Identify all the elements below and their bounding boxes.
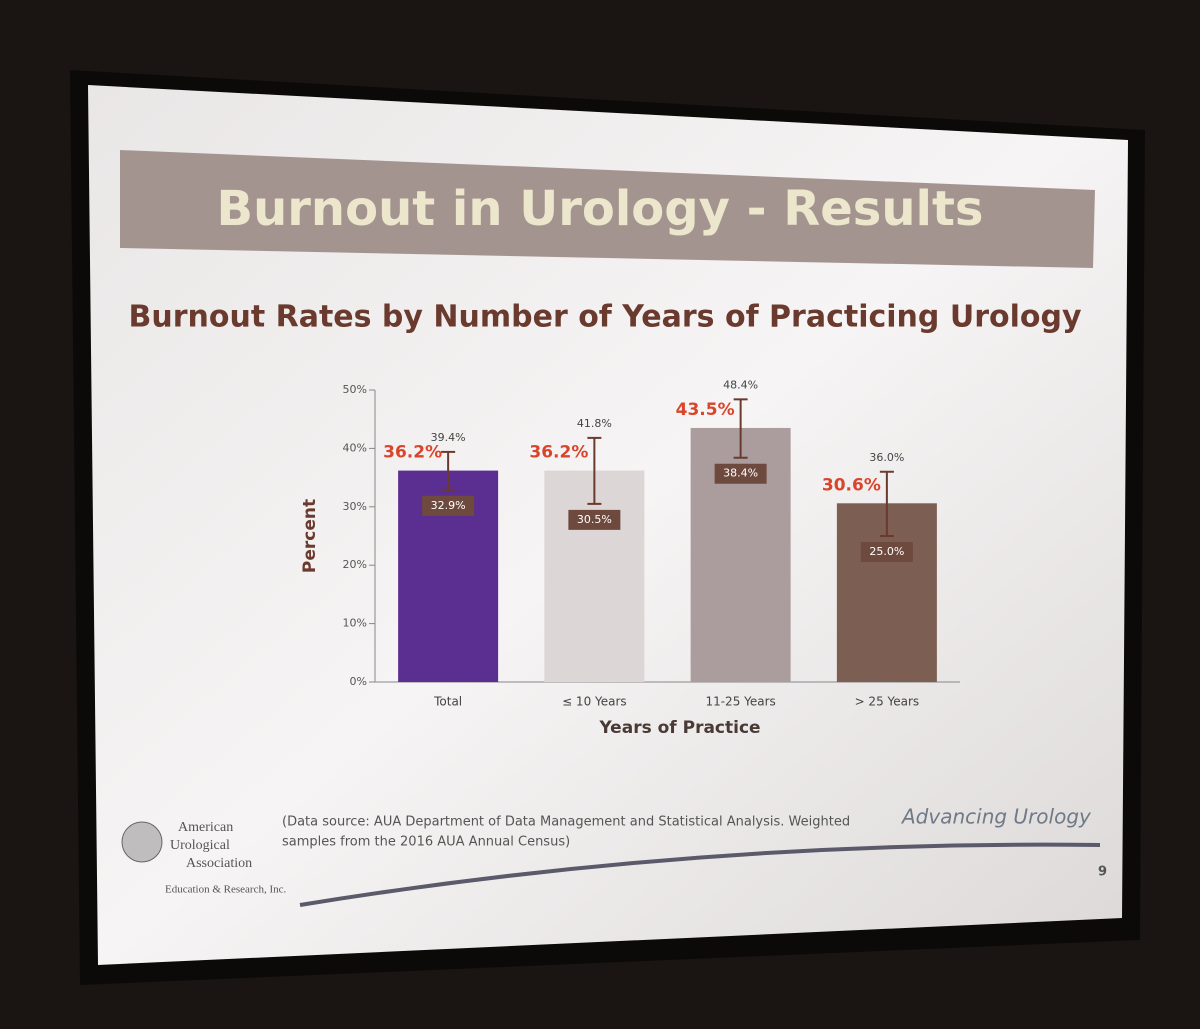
value-label: 36.2%	[529, 443, 588, 463]
y-tick-label: 30%	[343, 500, 367, 513]
upper-label: 48.4%	[723, 378, 758, 391]
logo-subtitle: Education & Research, Inc.	[165, 884, 287, 896]
lower-label: 38.4%	[723, 467, 758, 480]
value-label: 30.6%	[822, 475, 881, 495]
y-tick-label: 0%	[350, 675, 367, 688]
page-number: 9	[1098, 865, 1107, 880]
y-tick-label: 50%	[343, 383, 367, 396]
footnote: samples from the 2016 AUA Annual Census)	[282, 835, 570, 850]
footnote: (Data source: AUA Department of Data Man…	[282, 815, 850, 830]
upper-label: 36.0%	[869, 451, 904, 464]
upper-label: 39.4%	[431, 431, 466, 444]
lower-label-box	[422, 495, 475, 516]
x-tick-label: 11-25 Years	[705, 695, 775, 709]
slide-title: Burnout in Urology - Results	[216, 181, 983, 237]
logo-line: Association	[186, 856, 252, 871]
chart: 0% 10% 20% 30% 40% 50% Total 39.4% 32.9% 36.2% ≤ 1…	[343, 378, 960, 709]
x-axis-label: Years of Practice	[598, 718, 760, 738]
y-tick-label: 20%	[343, 558, 367, 571]
swoosh	[299, 842, 1101, 907]
lower-label: 30.5%	[577, 513, 612, 526]
value-label: 36.2%	[383, 443, 442, 463]
tagline: Advancing Urology	[900, 805, 1092, 829]
lower-label-box	[568, 509, 621, 530]
chart-title: Burnout Rates by Number of Years of Prac…	[128, 300, 1082, 335]
x-tick-label: Total	[433, 695, 462, 709]
lower-label-box	[714, 463, 767, 484]
y-tick-label: 10%	[343, 617, 367, 630]
title-band	[120, 150, 1095, 268]
upper-label: 41.8%	[577, 417, 612, 430]
lower-label: 25.0%	[869, 545, 904, 558]
bar	[544, 470, 645, 682]
x-tick-label: ≤ 10 Years	[562, 695, 627, 709]
logo-seal	[121, 821, 163, 863]
logo-line: Urological	[170, 838, 230, 853]
logo-line: American	[178, 820, 233, 835]
lower-label: 32.9%	[431, 499, 466, 512]
value-label: 43.5%	[676, 400, 735, 420]
x-tick-label: > 25 Years	[855, 695, 920, 709]
y-tick-label: 40%	[343, 441, 367, 454]
lower-label-box	[860, 542, 913, 562]
y-axis-label: Percent	[300, 499, 320, 573]
